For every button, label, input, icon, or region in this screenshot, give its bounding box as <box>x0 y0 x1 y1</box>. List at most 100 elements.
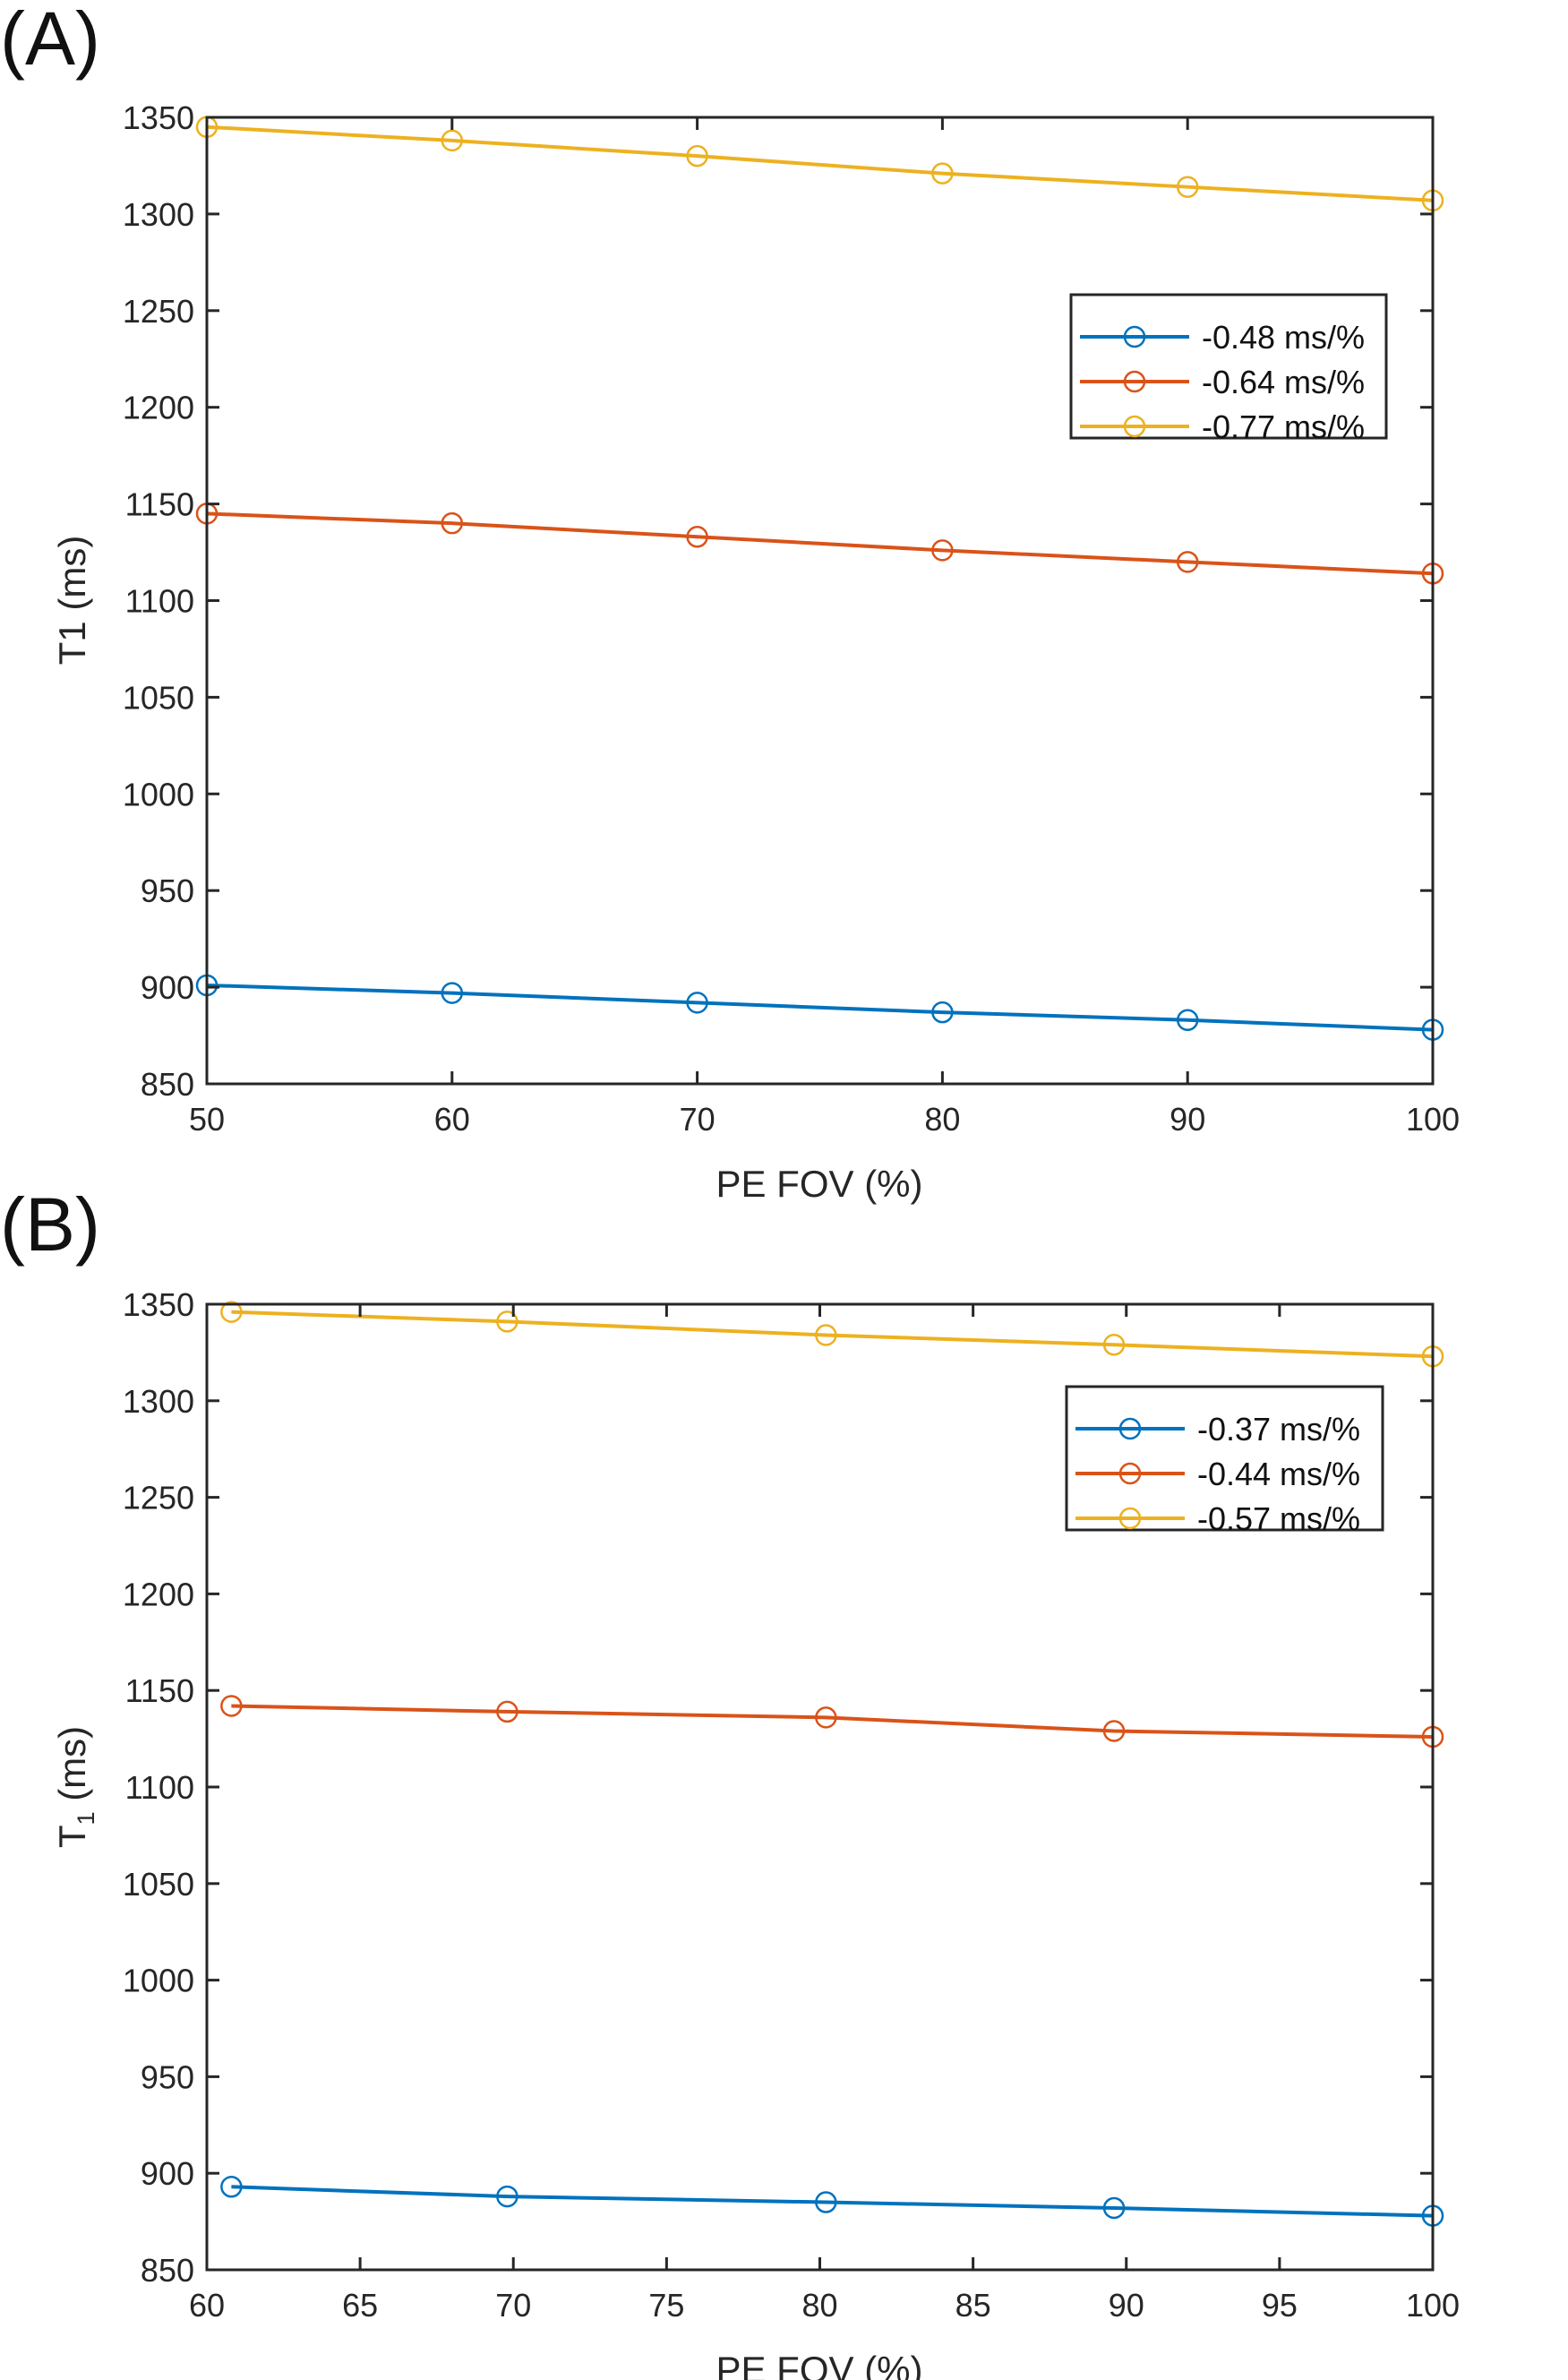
y-tick-label: 900 <box>141 2155 194 2192</box>
y-tick-label: 1150 <box>125 486 194 523</box>
data-point <box>1176 1009 1199 1032</box>
legend-marker <box>1118 1507 1142 1530</box>
x-tick-label: 95 <box>1262 2287 1298 2324</box>
legend-label: -0.64 ms/% <box>1202 364 1365 400</box>
y-axis-label: T1 (ms) <box>51 536 93 666</box>
series-3 <box>220 1301 1444 1368</box>
x-tick-label: 80 <box>924 1101 960 1138</box>
y-axis-label-main: T <box>51 1826 93 1849</box>
y-tick-label: 900 <box>141 969 194 1006</box>
series-line <box>231 1310 1434 1359</box>
y-tick-label: 1100 <box>125 1769 194 1806</box>
series-2 <box>220 1695 1444 1748</box>
plot-frame <box>205 116 1435 1086</box>
legend-label: -0.37 ms/% <box>1197 1411 1360 1448</box>
y-tick-label: 1200 <box>123 1576 194 1612</box>
series-line <box>206 511 1434 576</box>
series-1 <box>220 2176 1444 2227</box>
series-2 <box>195 503 1444 585</box>
series-line <box>206 125 1434 202</box>
y-tick-label: 1200 <box>123 390 194 426</box>
legend: -0.37 ms/% -0.44 ms/% -0.57 ms/% <box>1065 1385 1384 1537</box>
data-point <box>815 2191 837 2213</box>
series-1 <box>195 974 1444 1041</box>
series-layer <box>195 116 1444 1041</box>
legend-label: -0.77 ms/% <box>1202 408 1365 445</box>
data-point <box>1102 2196 1126 2220</box>
x-tick-label: 100 <box>1406 1101 1460 1138</box>
legend-marker <box>1123 325 1146 348</box>
x-tick-label: 75 <box>648 2287 684 2324</box>
y-tick-label: 950 <box>141 2058 194 2095</box>
y-tick-label: 1150 <box>125 1672 194 1709</box>
data-point <box>1176 176 1199 198</box>
legend-marker <box>1118 1462 1142 1485</box>
legend-marker <box>1123 415 1146 438</box>
y-axis-label-unit: (ms) <box>51 1726 93 1812</box>
x-axis-label: PE FOV (%) <box>715 2349 922 2380</box>
legend-box <box>1069 293 1388 440</box>
panel-label-b: (B) <box>0 1182 100 1267</box>
y-tick-label: 1000 <box>123 1963 194 1999</box>
legend-marker <box>1123 370 1146 393</box>
chart-b: (B) 60 65 70 75 80 85 90 95 100 850 900 950 1000 105… <box>0 1182 1460 2380</box>
data-point <box>220 1695 243 1717</box>
series-line <box>231 1704 1434 1739</box>
series-line <box>206 983 1434 1032</box>
x-tick-label: 90 <box>1109 2287 1144 2324</box>
panel-label-a: (A) <box>0 0 100 81</box>
x-tick-label: 60 <box>434 1101 470 1138</box>
y-tick-label: 1100 <box>125 583 194 620</box>
y-axis-ticks: 850 900 950 1000 1050 1100 1150 1200 1250 1300 135… <box>123 99 1433 1103</box>
legend-entry: -0.37 ms/% <box>1075 1411 1360 1448</box>
x-tick-label: 85 <box>955 2287 991 2324</box>
data-point <box>1102 1334 1126 1356</box>
data-point <box>441 982 464 1004</box>
legend-label: -0.48 ms/% <box>1202 319 1365 356</box>
y-tick-label: 1300 <box>123 196 194 233</box>
y-tick-label: 1250 <box>123 1480 194 1516</box>
y-tick-label: 1350 <box>123 99 194 136</box>
y-tick-label: 950 <box>141 872 194 909</box>
x-axis-ticks: 50 60 70 80 90 100 <box>189 117 1460 1138</box>
x-tick-label: 50 <box>189 1101 225 1138</box>
y-tick-label: 1250 <box>123 293 194 330</box>
x-tick-label: 80 <box>801 2287 837 2324</box>
data-point <box>496 2185 518 2208</box>
data-point <box>686 144 708 168</box>
y-axis-ticks: 850 900 950 1000 1050 1100 1150 1200 1250 1300 135… <box>123 1286 1433 2289</box>
data-point <box>1102 1720 1126 1742</box>
data-point <box>441 129 464 152</box>
x-tick-label: 100 <box>1406 2287 1460 2324</box>
y-tick-label: 1000 <box>123 776 194 812</box>
legend-label: -0.57 ms/% <box>1197 1500 1360 1537</box>
y-tick-label: 1050 <box>123 679 194 716</box>
data-point <box>441 511 464 535</box>
chart-a: (A) 50 60 70 80 90 100 850 900 950 1000 1050 1100 1… <box>0 0 1460 1205</box>
x-tick-label: 65 <box>342 2287 378 2324</box>
x-tick-label: 60 <box>189 2287 225 2324</box>
data-point <box>815 1706 837 1729</box>
data-point <box>220 1301 243 1323</box>
y-tick-label: 1300 <box>123 1383 194 1420</box>
legend-marker <box>1118 1417 1142 1440</box>
legend-label: -0.44 ms/% <box>1197 1456 1360 1492</box>
legend-entry: -0.44 ms/% <box>1075 1456 1360 1492</box>
legend-entries: -0.37 ms/% -0.44 ms/% -0.57 ms/% <box>1075 1411 1360 1537</box>
series-line <box>231 2185 1434 2218</box>
x-axis-ticks: 60 65 70 75 80 85 90 95 100 <box>189 1304 1460 2324</box>
data-point <box>931 539 954 562</box>
y-tick-label: 850 <box>141 1066 194 1103</box>
legend-entries: -0.48 ms/% -0.64 ms/% -0.77 ms/% <box>1080 319 1365 445</box>
data-point <box>686 526 708 548</box>
y-axis-label-subscript: 1 <box>73 1811 99 1825</box>
data-point <box>496 1700 518 1723</box>
series-layer <box>220 1301 1444 2227</box>
data-point <box>931 1001 954 1024</box>
x-tick-label: 70 <box>680 1101 715 1138</box>
data-point <box>815 1324 837 1346</box>
x-axis-label: PE FOV (%) <box>715 1163 922 1205</box>
y-tick-label: 850 <box>141 2252 194 2289</box>
legend-entry: -0.77 ms/% <box>1080 408 1365 445</box>
x-tick-label: 90 <box>1170 1101 1205 1138</box>
